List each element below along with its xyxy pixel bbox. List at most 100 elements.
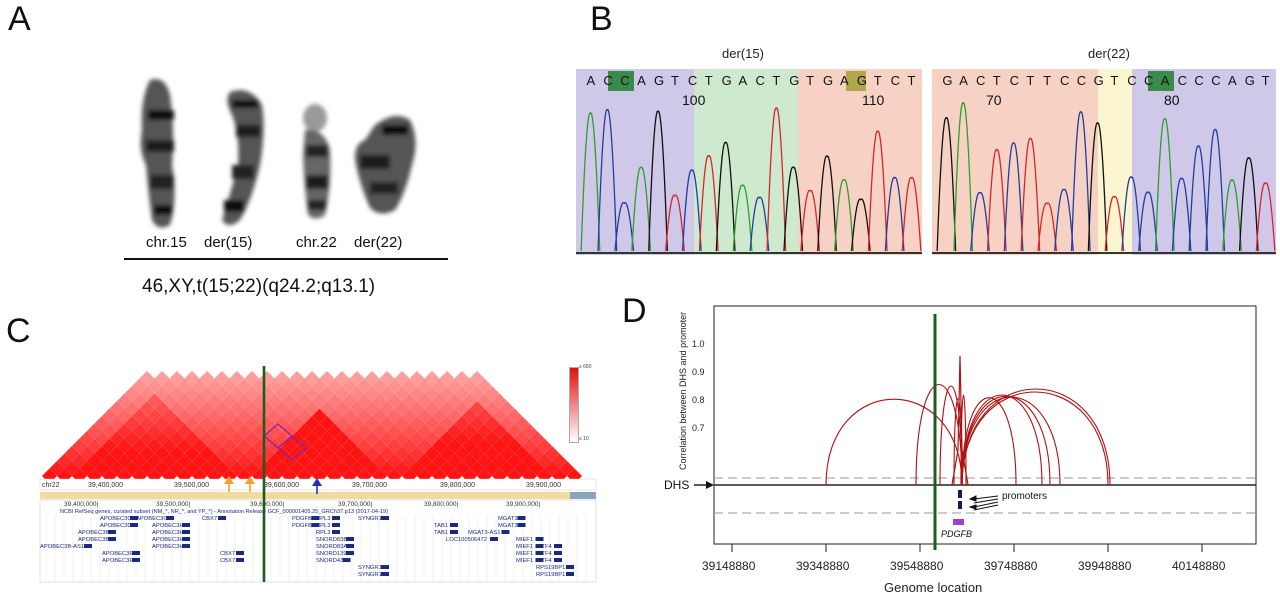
panel-letter-c: C (6, 312, 31, 350)
der15-title: der(15) (722, 46, 764, 61)
bg-violet-right (1132, 69, 1276, 255)
hic-cells (42, 371, 582, 484)
highlight-ag-left (846, 71, 866, 91)
hic-cell (199, 371, 215, 386)
chromatogram-peak (936, 117, 957, 252)
gene-label: CBX7 (220, 551, 235, 557)
peaks-der22 (936, 102, 1276, 252)
chromatogram-peak (1020, 137, 1041, 252)
gene-model (182, 537, 190, 541)
gene-label: LOC100506472 (446, 537, 487, 543)
gene-label: ATF4 (538, 544, 553, 550)
gene-model (236, 551, 244, 555)
chromatogram-peak (1154, 118, 1175, 252)
bg-yellow-right (1098, 69, 1132, 255)
base-letter: C (1144, 73, 1153, 88)
gene-model (132, 551, 140, 555)
track-header-end (570, 492, 596, 499)
chromatogram-peak (749, 196, 770, 252)
gene-model (490, 537, 498, 541)
gene-model (450, 523, 458, 527)
hic-cell (409, 371, 425, 386)
gene-label: SYNGR1 (358, 516, 382, 522)
base-letter: G (1245, 73, 1255, 88)
chromosome-images (140, 79, 416, 228)
chrom-label: chr22 (42, 482, 60, 489)
tad-diamond-2 (277, 435, 307, 461)
gene-label: APOBEC3B (78, 537, 109, 543)
base-letter: C (1060, 73, 1069, 88)
base-letter: T (908, 73, 916, 88)
base-letter: C (603, 73, 612, 88)
hic-cell (364, 371, 380, 386)
gene-label: ATF4 (538, 551, 553, 557)
hic-cell (229, 371, 245, 386)
gene-model (182, 523, 190, 527)
chromatogram-peak (1037, 202, 1058, 252)
correlation-arcs (825, 355, 1111, 486)
coord-39700000: 39,700,000 (352, 482, 387, 489)
gene-model (554, 544, 562, 548)
x-axis-label: Genome location (884, 580, 982, 595)
orange-arrow-1 (224, 476, 234, 492)
gene-label: SYNGR1 (358, 572, 382, 578)
gene-model (311, 516, 320, 520)
gene-labels: APOBEC3CAPOBEC3DAPOBEC3BAPOBEC3BAPOBEC3B… (40, 516, 574, 578)
gene-label: PDGFB (292, 523, 312, 529)
base-letter: T (772, 73, 780, 88)
gene-label: TAB1 (434, 523, 448, 529)
gene-model (381, 572, 389, 576)
gene-model (346, 551, 354, 555)
color-scale (569, 367, 579, 443)
track-coord-4: 39,700,000| (338, 501, 373, 508)
orange-arrow-2 (245, 476, 255, 492)
hic-cell (454, 371, 470, 386)
ytick-0.8: 0.8 (692, 395, 705, 405)
gene-label: MIEF1 (516, 537, 533, 543)
xtick-1: 39148880 (702, 559, 756, 573)
label-der15: der(15) (204, 234, 253, 251)
base-letter: C (755, 73, 764, 88)
chromatogram-peak (953, 102, 974, 252)
panel-letter-b: B (590, 0, 613, 38)
chromatogram-peak (1121, 176, 1142, 252)
track-coord-1: 39,400,000| (64, 501, 99, 508)
pdgfb-label: PDGFB (941, 529, 972, 539)
gene-model (346, 544, 354, 548)
chromatogram-peak (850, 198, 871, 252)
chromatogram-peak (817, 155, 837, 252)
base-letter: C (976, 73, 985, 88)
base-letter: T (1110, 73, 1118, 88)
ytick-1.0: 1.0 (692, 339, 705, 349)
chromatogram-peak (614, 202, 635, 252)
correlation-arc (915, 383, 963, 486)
coord-39800000: 39,800,000 (440, 482, 475, 489)
chromatogram-peak (1070, 111, 1091, 252)
xtick-2: 39348880 (796, 559, 850, 573)
base-letter: C (1211, 73, 1220, 88)
gene-label: RPL3 (316, 516, 331, 522)
track-coord-6: 39,900,000| (506, 501, 541, 508)
label-chr22: chr.22 (296, 234, 337, 251)
gene-label: RPL3 (316, 530, 331, 536)
base-letter: A (586, 73, 595, 88)
hic-cell (154, 371, 170, 386)
chromatogram-peak (715, 141, 736, 252)
chromosome-15 (140, 79, 175, 228)
gene-label: MGAT3 (498, 516, 518, 522)
hic-cell (214, 371, 230, 386)
base-letter: C (1194, 73, 1203, 88)
gene-label: APOBEC3G (136, 516, 168, 522)
track-title: NCBI RefSeq genes, curated subset (NM_*,… (60, 509, 388, 515)
gene-model (381, 516, 389, 520)
track-coord-3: 39,600,000| (250, 501, 285, 508)
gene-label: SNORD83B (316, 537, 347, 543)
gene-label: APOBEC3F (102, 558, 133, 564)
gene-model (535, 551, 544, 555)
base-letter: C (1010, 73, 1019, 88)
base-letter: A (959, 73, 968, 88)
gene-model (236, 558, 244, 562)
gene-label: TAB1 (434, 530, 448, 536)
